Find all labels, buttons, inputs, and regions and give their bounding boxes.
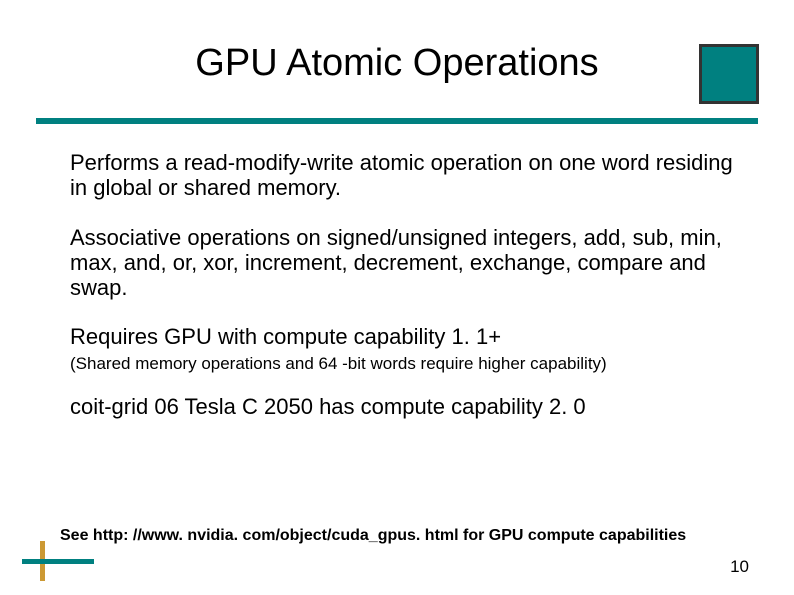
- slide: GPU Atomic Operations Performs a read-mo…: [0, 0, 794, 595]
- body-paragraph: Performs a read-modify-write atomic oper…: [70, 150, 744, 201]
- body-subnote: (Shared memory operations and 64 -bit wo…: [70, 354, 744, 374]
- page-number: 10: [730, 557, 749, 577]
- body-paragraph: Requires GPU with compute capability 1. …: [70, 324, 744, 349]
- decor-hline: [22, 559, 94, 564]
- decor-square-icon: [699, 44, 759, 104]
- slide-body: Performs a read-modify-write atomic oper…: [70, 150, 744, 443]
- title-underline: [36, 118, 758, 124]
- body-paragraph: Associative operations on signed/unsigne…: [70, 225, 744, 301]
- body-paragraph: coit-grid 06 Tesla C 2050 has compute ca…: [70, 394, 744, 419]
- slide-title: GPU Atomic Operations: [0, 42, 794, 85]
- slide-footnote: See http: //www. nvidia. com/object/cuda…: [60, 527, 686, 545]
